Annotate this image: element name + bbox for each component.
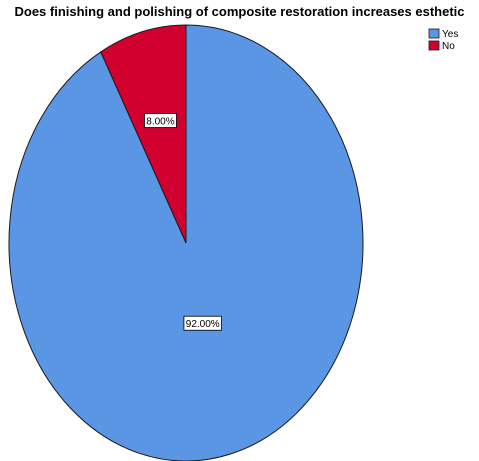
slice-label-yes: 92.00%: [183, 315, 222, 331]
slice-labels: 8.00% 92.00%: [144, 113, 222, 331]
legend-item-no: No: [428, 40, 455, 52]
legend-item-yes: Yes: [428, 28, 458, 40]
legend-swatch: [428, 40, 440, 51]
svg-text:92.00%: 92.00%: [186, 319, 220, 330]
svg-text:8.00%: 8.00%: [146, 117, 174, 128]
pie-slice-yes: [8, 24, 364, 461]
pie-slice-no: [100, 24, 187, 244]
legend-label: Yes: [442, 29, 458, 40]
chart-title: Does finishing and polishing of composit…: [14, 4, 465, 19]
pie-slices: [8, 24, 364, 461]
slice-label-no: 8.00%: [144, 113, 177, 128]
legend-swatch: [428, 28, 440, 39]
legend-label: No: [442, 41, 455, 52]
